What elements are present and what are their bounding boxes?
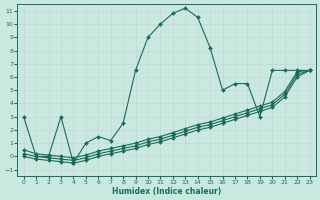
X-axis label: Humidex (Indice chaleur): Humidex (Indice chaleur) xyxy=(112,187,221,196)
